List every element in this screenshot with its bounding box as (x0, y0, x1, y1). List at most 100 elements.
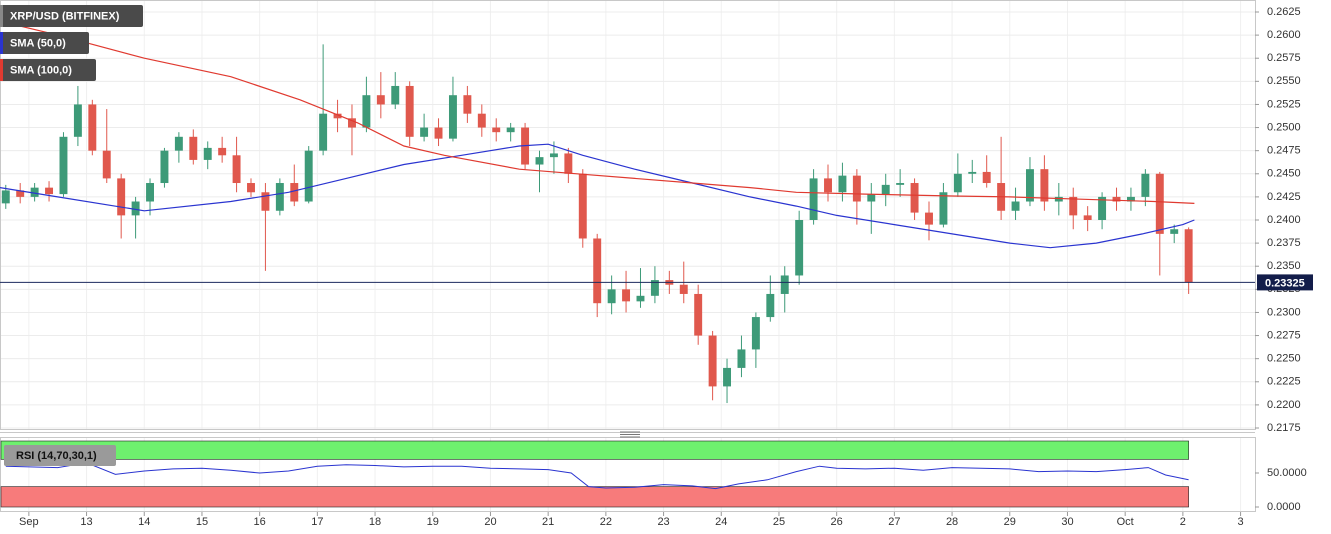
candle-body (333, 113, 342, 119)
candle-body (1155, 173, 1164, 234)
candle-body (968, 171, 977, 174)
candle-body (203, 147, 212, 160)
candle (232, 136, 241, 193)
candle (1141, 169, 1150, 207)
oversold-band (0, 486, 1189, 508)
candle-body (737, 349, 746, 368)
candle (88, 99, 97, 156)
candle-body (1098, 196, 1107, 220)
x-tick-label: Oct (1117, 516, 1134, 528)
y-tick-label: 0.2500 (1267, 121, 1301, 133)
y-tick-label: 0.2550 (1267, 75, 1301, 87)
legend-label: SMA (100,0) (10, 64, 72, 76)
legend-swatch (0, 32, 3, 54)
candle-body (1170, 229, 1179, 234)
candle-body (434, 127, 443, 139)
candle-body (852, 175, 861, 202)
candle (333, 99, 342, 133)
x-tick-label: 24 (715, 516, 727, 528)
candle (766, 275, 775, 322)
y-tick-label: 0.2275 (1267, 329, 1301, 341)
sma-line (0, 143, 1195, 249)
candle (939, 183, 948, 228)
candle-body (131, 201, 140, 216)
x-tick-label: 17 (311, 516, 323, 528)
candle (319, 44, 328, 156)
x-tick-label: 27 (888, 516, 900, 528)
candle-body (261, 192, 270, 211)
candle (896, 169, 905, 197)
candle (1040, 155, 1049, 211)
candle (420, 113, 429, 142)
candle (1155, 171, 1164, 276)
candle-body (766, 293, 775, 318)
candle-body (146, 183, 154, 202)
candle-body (1040, 169, 1049, 202)
y-tick-label: 0.2525 (1267, 98, 1301, 110)
x-tick-label: 29 (1004, 516, 1016, 528)
candle-body (593, 238, 602, 304)
legend-box (0, 59, 96, 81)
x-tick-label: 16 (254, 516, 266, 528)
candle-body (477, 113, 486, 128)
candle-body (925, 212, 933, 225)
last-price-box (1257, 274, 1313, 291)
candle-body (780, 275, 789, 294)
candle-body (939, 192, 948, 225)
x-tick-label: 23 (657, 516, 669, 528)
candle-body (881, 184, 890, 195)
candle-body (348, 118, 356, 128)
x-tick-label: 28 (946, 516, 958, 528)
candle (492, 118, 501, 142)
candle (578, 169, 587, 248)
overbought-band (0, 440, 1189, 460)
candle (982, 155, 991, 188)
candle-body (751, 317, 760, 350)
candle-body (1083, 215, 1092, 220)
candle (636, 268, 645, 308)
legend-box (0, 5, 143, 27)
candle-body (218, 147, 227, 156)
candle (174, 132, 183, 163)
candle (694, 284, 703, 345)
y-tick-label: 0.2625 (1267, 6, 1301, 18)
candle-body (636, 295, 645, 302)
candle (30, 183, 39, 202)
candle (405, 81, 414, 147)
candle-body (795, 220, 804, 276)
candle (304, 146, 313, 204)
x-tick-label: 18 (369, 516, 381, 528)
candle (160, 147, 169, 188)
candle (146, 178, 154, 216)
candle (737, 335, 746, 378)
candle-body (1112, 196, 1121, 202)
candle-body (1184, 229, 1193, 283)
legend-label: SMA (50,0) (10, 37, 66, 49)
y-tick-label: 0.0000 (1267, 501, 1301, 513)
candle-body (809, 178, 818, 220)
candle-body (174, 136, 183, 151)
candle (780, 266, 789, 313)
candle (838, 162, 847, 202)
resize-handle[interactable] (620, 431, 640, 438)
candle (1170, 224, 1179, 244)
candle-body (45, 187, 54, 195)
x-tick-label: 2 (1180, 516, 1186, 528)
rsi-line (5, 462, 1189, 490)
candle-body (59, 136, 68, 195)
candle (362, 76, 371, 133)
x-tick-label: Sep (19, 516, 39, 528)
candle (751, 312, 760, 368)
candle-body (1141, 173, 1150, 197)
candle-body (838, 175, 847, 193)
candle (434, 118, 443, 147)
candle-body (290, 183, 299, 202)
candle (102, 109, 111, 184)
x-tick-label: 22 (600, 516, 612, 528)
candle-body (30, 187, 39, 197)
candle (809, 169, 818, 225)
candle-body (391, 85, 400, 105)
candle-body (1025, 169, 1034, 202)
